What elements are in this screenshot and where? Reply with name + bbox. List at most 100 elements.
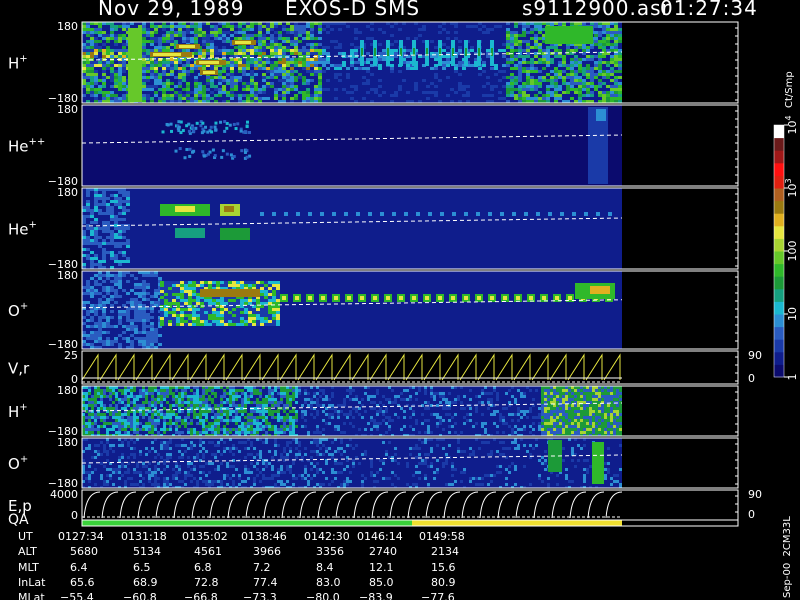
- panel-label: He++: [8, 137, 45, 156]
- table-cell: −77.6: [421, 591, 455, 600]
- table-cell: 0131:18: [121, 530, 167, 543]
- colorbar-swatch: [774, 200, 784, 214]
- table-cell: 0146:14: [357, 530, 403, 543]
- table-cell: −60.8: [123, 591, 157, 600]
- colorbar-tick-label: 103: [784, 178, 799, 197]
- colorbar-swatch: [774, 263, 784, 277]
- table-cell: −80.0: [306, 591, 340, 600]
- panel-frame: [81, 350, 739, 385]
- panel-label: V,r: [8, 360, 30, 378]
- colorbar-tick-label: 104: [784, 115, 799, 134]
- table-cell: 0127:34: [58, 530, 104, 543]
- panel-frame: [81, 437, 739, 489]
- table-cell: 12.1: [369, 561, 394, 574]
- table-cell: 6.8: [194, 561, 212, 574]
- colorbar-swatch: [774, 162, 784, 176]
- right-top-label: 90: [748, 488, 762, 501]
- panel-frame: [81, 187, 739, 270]
- table-row-label: UT: [18, 530, 33, 543]
- y-bottom-label: −180: [48, 477, 78, 490]
- panel-reference-line: [82, 299, 622, 309]
- table-row-label: MLT: [18, 561, 39, 574]
- panel-label-superscript: ++: [29, 137, 46, 148]
- panel-reference-line: [82, 454, 622, 464]
- y-top-label: 180: [57, 103, 78, 116]
- colorbar-swatch: [774, 251, 784, 265]
- panel-reference-line: [82, 134, 622, 144]
- table-cell: 85.0: [369, 576, 394, 589]
- colorbar-tick-exponent: 4: [784, 115, 793, 120]
- panel-label: H+: [8, 54, 28, 73]
- panel-label: O+: [8, 301, 28, 320]
- colorbar-swatch: [774, 276, 784, 290]
- colorbar-tick-label: 1: [786, 374, 799, 381]
- colorbar-swatch: [774, 188, 784, 202]
- table-row-label: InLat: [18, 576, 46, 589]
- colorbar-tick-exponent: 3: [784, 178, 793, 183]
- table-cell: −55.4: [60, 591, 94, 600]
- table-cell: 83.0: [316, 576, 341, 589]
- colorbar-unit: Ct/Smp: [784, 71, 795, 108]
- colorbar-tick-label: 100: [786, 241, 799, 262]
- colorbar-swatch: [774, 225, 784, 239]
- right-top-label: 90: [748, 349, 762, 362]
- side-version-label: Sep-00 2CM33L: [782, 516, 793, 598]
- panel-frame: [81, 385, 739, 437]
- table-cell: −66.8: [184, 591, 218, 600]
- table-cell: 2740: [369, 545, 397, 558]
- plot-date: Nov 29, 1989: [98, 0, 245, 20]
- y-bottom-label: −180: [48, 258, 78, 271]
- instrument-name: EXOS-D SMS: [285, 0, 421, 20]
- colorbar-swatch: [774, 150, 784, 164]
- panel-reference-line: [82, 51, 622, 61]
- colorbar-swatch: [774, 175, 784, 189]
- colorbar-tick-label: 10: [786, 307, 799, 321]
- panel-reference-line: [82, 402, 622, 412]
- table-cell: −73.3: [243, 591, 277, 600]
- table-cell: 7.2: [253, 561, 271, 574]
- table-row-label: MLat: [18, 591, 45, 600]
- table-cell: 3966: [253, 545, 281, 558]
- panel-frame: [81, 270, 739, 350]
- colorbar-swatch: [774, 288, 784, 302]
- table-cell: 0135:02: [182, 530, 228, 543]
- panel-data-6: [82, 438, 622, 488]
- table-cell: 72.8: [194, 576, 219, 589]
- y-top-label: 180: [57, 436, 78, 449]
- panel-label: He+: [8, 220, 37, 239]
- colorbar-swatch: [774, 314, 784, 328]
- panel-data-1: [82, 105, 622, 186]
- table-cell: 2134: [431, 545, 459, 558]
- qa-label: QA: [8, 512, 29, 528]
- panel-frame: [81, 21, 739, 104]
- qa-segment-good: [82, 520, 412, 526]
- table-cell: 65.6: [70, 576, 95, 589]
- table-cell: 5680: [70, 545, 98, 558]
- panel-frame: [81, 104, 739, 187]
- y-top-label: 180: [57, 20, 78, 33]
- y-top-label: 4000: [50, 488, 78, 501]
- table-cell: 3356: [316, 545, 344, 558]
- colorbar-tick-text: 104: [784, 115, 799, 134]
- colorbar-swatch: [774, 351, 784, 365]
- table-cell: 5134: [133, 545, 161, 558]
- right-bottom-label: 0: [748, 508, 755, 521]
- y-bottom-label: 0: [71, 509, 78, 522]
- colorbar-swatch: [774, 125, 784, 139]
- panel-label: E,p: [8, 497, 32, 515]
- panel-label-superscript: +: [20, 454, 28, 465]
- colorbar-swatch: [774, 137, 784, 151]
- y-bottom-label: −180: [48, 92, 78, 105]
- panel-label-superscript: +: [19, 402, 27, 413]
- right-bottom-label: 0: [748, 372, 755, 385]
- colorbar-swatch: [774, 339, 784, 353]
- panel-label: H+: [8, 402, 28, 421]
- table-cell: 8.4: [316, 561, 334, 574]
- colorbar-swatch: [774, 301, 784, 315]
- y-top-label: 180: [57, 384, 78, 397]
- table-cell: 6.5: [133, 561, 151, 574]
- table-row-label: ALT: [18, 545, 37, 558]
- colorbar-tick-text: 103: [784, 178, 799, 197]
- panel-data-5: [82, 386, 622, 436]
